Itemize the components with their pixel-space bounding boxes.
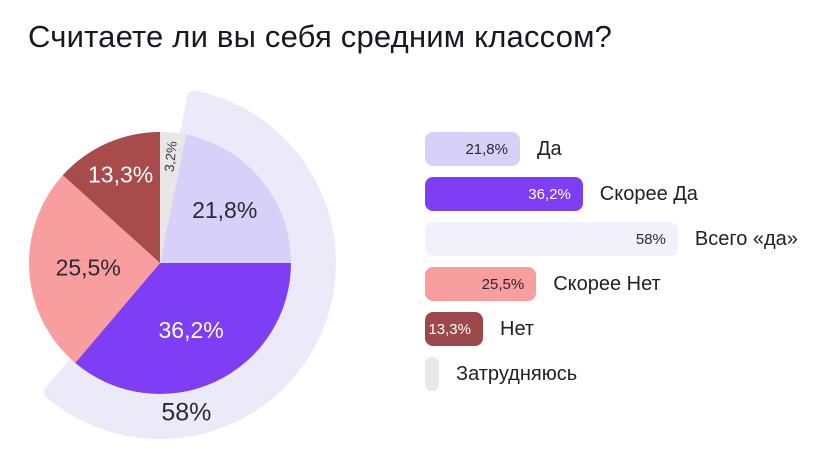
pie-label-Нет: 13,3% bbox=[88, 161, 153, 187]
chart-title: Считаете ли вы себя средним классом? bbox=[28, 19, 613, 54]
pie-label-Затрудняюсь: 3,2% bbox=[162, 140, 180, 172]
pie-segment-Затрудняюсь bbox=[160, 132, 187, 263]
legend-row-zatrudnyayus: Затрудняюсь bbox=[425, 357, 825, 391]
pie-chart: 3,2% 21,8% 36,2% 25,5% 13,3% 58% bbox=[29, 90, 336, 439]
legend-label: Нет bbox=[500, 317, 535, 340]
legend-row-net: 13,3% Нет bbox=[425, 312, 825, 346]
legend-bar-skoree-da: 36,2% bbox=[425, 177, 583, 211]
total-yes-label: 58% bbox=[161, 399, 211, 427]
pie-segment-Да bbox=[160, 134, 291, 263]
legend-row-vsego-da: 58% Всего «да» bbox=[425, 222, 825, 256]
pie-label-Скорее Да: 36,2% bbox=[158, 317, 223, 343]
pie-segment-Нет bbox=[62, 132, 160, 263]
legend-label: Скорее Нет bbox=[553, 272, 661, 295]
legend-row-skoree-da: 36,2% Скорее Да bbox=[425, 177, 825, 211]
legend-value: 58% bbox=[635, 230, 666, 248]
pie-label-Да: 21,8% bbox=[192, 197, 257, 223]
legend-bar-net: 13,3% bbox=[425, 312, 483, 346]
legend-bar-skoree-net: 25,5% bbox=[425, 267, 537, 301]
legend-value: 25,5% bbox=[481, 275, 525, 293]
legend-value: 13,3% bbox=[428, 320, 471, 338]
legend-bar-zatrudnyayus bbox=[425, 357, 439, 391]
legend-row-da: 21,8% Да bbox=[425, 132, 825, 166]
pie-segment-Скорее Нет bbox=[29, 175, 160, 363]
legend-bar-vsego-da: 58% bbox=[425, 222, 678, 256]
legend-label: Затрудняюсь bbox=[456, 362, 578, 385]
legend-label: Всего «да» bbox=[694, 227, 798, 250]
pie-segment-Скорее Да bbox=[75, 263, 292, 394]
legend-bar-da: 21,8% bbox=[425, 132, 520, 166]
legend-label: Да bbox=[537, 137, 562, 160]
legend: 21,8% Да 36,2% Скорее Да 58% Всего «да» … bbox=[425, 132, 825, 402]
legend-value: 36,2% bbox=[528, 185, 571, 203]
legend-label: Скорее Да bbox=[599, 182, 698, 205]
legend-value: 21,8% bbox=[465, 140, 508, 158]
legend-row-skoree-net: 25,5% Скорее Нет bbox=[425, 267, 825, 301]
pie-label-Скорее Нет: 25,5% bbox=[56, 255, 121, 281]
